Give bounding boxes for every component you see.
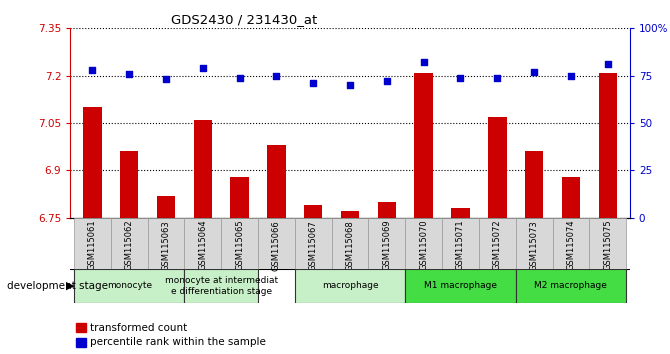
Text: GSM115073: GSM115073 bbox=[529, 220, 539, 270]
Point bbox=[234, 75, 245, 80]
Text: GSM115061: GSM115061 bbox=[88, 220, 97, 270]
Bar bbox=[157, 196, 176, 218]
Text: GSM115062: GSM115062 bbox=[125, 220, 134, 270]
FancyBboxPatch shape bbox=[184, 218, 221, 269]
Point bbox=[602, 62, 613, 67]
FancyBboxPatch shape bbox=[516, 218, 553, 269]
Text: monocyte at intermediat
e differentiation stage: monocyte at intermediat e differentiatio… bbox=[165, 276, 278, 296]
FancyBboxPatch shape bbox=[516, 269, 626, 303]
Text: M1 macrophage: M1 macrophage bbox=[424, 281, 497, 290]
Text: GSM115071: GSM115071 bbox=[456, 220, 465, 270]
Text: GSM115068: GSM115068 bbox=[346, 220, 354, 270]
Text: GSM115075: GSM115075 bbox=[603, 220, 612, 270]
Bar bbox=[341, 211, 359, 218]
FancyBboxPatch shape bbox=[221, 218, 258, 269]
FancyBboxPatch shape bbox=[147, 218, 184, 269]
Text: GDS2430 / 231430_at: GDS2430 / 231430_at bbox=[171, 13, 318, 26]
FancyBboxPatch shape bbox=[590, 218, 626, 269]
Text: GSM115070: GSM115070 bbox=[419, 220, 428, 270]
Text: GSM115066: GSM115066 bbox=[272, 220, 281, 270]
Text: GSM115072: GSM115072 bbox=[493, 220, 502, 270]
FancyBboxPatch shape bbox=[479, 218, 516, 269]
Text: GSM115069: GSM115069 bbox=[383, 220, 391, 270]
Text: GSM115064: GSM115064 bbox=[198, 220, 207, 270]
FancyBboxPatch shape bbox=[74, 269, 184, 303]
Point bbox=[271, 73, 282, 79]
Bar bbox=[415, 73, 433, 218]
Text: transformed count: transformed count bbox=[90, 322, 188, 332]
Text: GSM115067: GSM115067 bbox=[309, 220, 318, 270]
Bar bbox=[452, 208, 470, 218]
Point bbox=[381, 79, 392, 84]
FancyBboxPatch shape bbox=[405, 218, 442, 269]
Bar bbox=[304, 205, 322, 218]
Bar bbox=[267, 145, 285, 218]
Point bbox=[492, 75, 502, 80]
FancyBboxPatch shape bbox=[553, 218, 590, 269]
FancyBboxPatch shape bbox=[184, 269, 258, 303]
Bar bbox=[561, 177, 580, 218]
Text: GSM115074: GSM115074 bbox=[566, 220, 576, 270]
FancyBboxPatch shape bbox=[295, 269, 405, 303]
Point bbox=[565, 73, 576, 79]
Point bbox=[124, 71, 135, 76]
Bar bbox=[83, 107, 102, 218]
Bar bbox=[230, 177, 249, 218]
Bar bbox=[488, 117, 507, 218]
Bar bbox=[194, 120, 212, 218]
FancyBboxPatch shape bbox=[111, 218, 147, 269]
Text: ▶: ▶ bbox=[66, 281, 74, 291]
Point bbox=[87, 67, 98, 73]
FancyBboxPatch shape bbox=[369, 218, 405, 269]
Text: monocyte: monocyte bbox=[107, 281, 152, 290]
FancyBboxPatch shape bbox=[295, 218, 332, 269]
FancyBboxPatch shape bbox=[74, 218, 111, 269]
FancyBboxPatch shape bbox=[405, 269, 516, 303]
Text: GSM115065: GSM115065 bbox=[235, 220, 244, 270]
Point bbox=[161, 76, 172, 82]
Bar bbox=[598, 73, 617, 218]
Text: development stage: development stage bbox=[7, 281, 108, 291]
Bar bbox=[120, 152, 139, 218]
Point bbox=[344, 82, 355, 88]
Bar bbox=[525, 152, 543, 218]
Point bbox=[529, 69, 539, 75]
Point bbox=[418, 59, 429, 65]
Point bbox=[455, 75, 466, 80]
FancyBboxPatch shape bbox=[258, 218, 295, 269]
Point bbox=[308, 80, 319, 86]
Text: M2 macrophage: M2 macrophage bbox=[535, 281, 607, 290]
FancyBboxPatch shape bbox=[332, 218, 368, 269]
Point bbox=[198, 65, 208, 71]
Bar bbox=[378, 202, 396, 218]
FancyBboxPatch shape bbox=[442, 218, 479, 269]
Text: percentile rank within the sample: percentile rank within the sample bbox=[90, 337, 267, 347]
Bar bbox=[76, 338, 86, 347]
Text: macrophage: macrophage bbox=[322, 281, 379, 290]
Text: GSM115063: GSM115063 bbox=[161, 220, 171, 270]
Bar bbox=[76, 323, 86, 332]
